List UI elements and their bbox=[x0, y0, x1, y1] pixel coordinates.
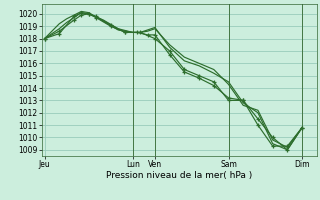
X-axis label: Pression niveau de la mer( hPa ): Pression niveau de la mer( hPa ) bbox=[106, 171, 252, 180]
